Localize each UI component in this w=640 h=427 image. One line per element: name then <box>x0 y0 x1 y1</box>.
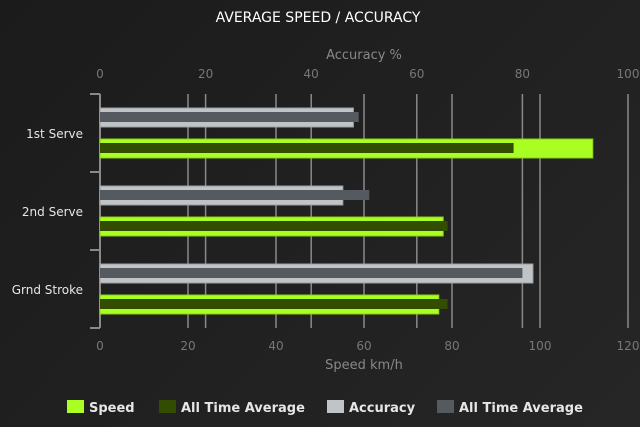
speed-tick-label: 40 <box>268 339 283 353</box>
accuracy-tick-label: 100 <box>617 67 640 81</box>
top-axis-label: Accuracy % <box>326 48 402 63</box>
speed-tick-label: 0 <box>96 339 104 353</box>
speed-tick-label: 80 <box>444 339 459 353</box>
legend-label: Accuracy <box>349 401 416 416</box>
speed-tick-label: 100 <box>529 339 552 353</box>
legend-swatch <box>437 400 454 413</box>
category-label: 1st Serve <box>26 127 83 141</box>
category-label: 2nd Serve <box>22 205 83 219</box>
accuracy-tick-label: 0 <box>96 67 104 81</box>
legend-label: All Time Average <box>459 401 583 416</box>
accuracy-tick-label: 40 <box>304 67 319 81</box>
accuracy-all-time-average-bar <box>100 268 523 278</box>
legend-swatch <box>67 400 84 413</box>
category-label: Grnd Stroke <box>12 283 83 297</box>
bottom-axis-label: Speed km/h <box>325 358 403 373</box>
accuracy-tick-label: 20 <box>198 67 213 81</box>
accuracy-tick-label: 80 <box>515 67 530 81</box>
speed-all-time-average-bar <box>100 299 448 309</box>
legend-swatch <box>327 400 344 413</box>
speed-tick-label: 60 <box>356 339 371 353</box>
speed-all-time-average-bar <box>100 143 514 153</box>
accuracy-all-time-average-bar <box>100 190 370 200</box>
speed-all-time-average-bar <box>100 221 448 231</box>
legend-swatch <box>159 400 176 413</box>
chart-title: AVERAGE SPEED / ACCURACY <box>216 10 421 26</box>
legend-label: All Time Average <box>181 401 305 416</box>
speed-tick-label: 120 <box>617 339 640 353</box>
legend-label: Speed <box>89 401 135 416</box>
speed-tick-label: 20 <box>180 339 195 353</box>
accuracy-tick-label: 60 <box>409 67 424 81</box>
accuracy-all-time-average-bar <box>100 112 359 122</box>
